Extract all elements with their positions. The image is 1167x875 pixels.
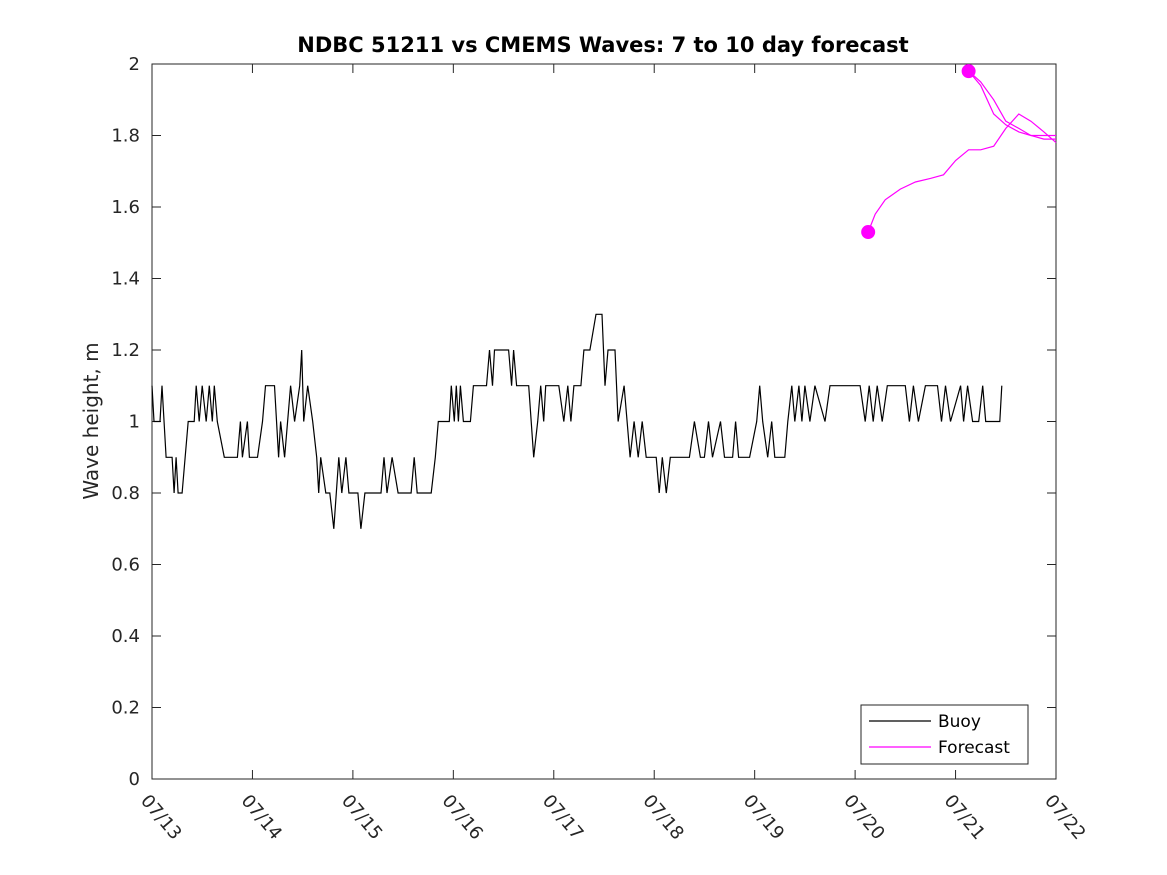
plot-frame <box>151 63 1057 780</box>
y-tick-label: 0.4 <box>111 626 140 647</box>
x-tick-label: 07/19 <box>739 791 788 844</box>
forecast-start-marker <box>861 225 876 240</box>
y-tick-label: 2 <box>129 54 140 75</box>
legend-label-buoy: Buoy <box>938 712 981 732</box>
y-tick-label: 1.2 <box>111 340 140 361</box>
x-tick-label: 07/22 <box>1040 791 1089 844</box>
x-tick-label: 07/17 <box>538 791 587 844</box>
y-tick-label: 0.8 <box>111 483 140 504</box>
y-tick-label: 0 <box>129 769 140 790</box>
chart-title: NDBC 51211 vs CMEMS Waves: 7 to 10 day f… <box>297 33 908 57</box>
x-tick-label: 07/18 <box>638 791 687 844</box>
series-line-forecast <box>867 113 1057 233</box>
y-tick-label: 1.4 <box>111 269 140 290</box>
x-tick-label: 07/16 <box>438 791 487 844</box>
plot-area: 0 0.2 0.4 0.6 0.8 1 1.2 1.4 1.6 1.8 2 07/13 07/14 07/… <box>111 54 1089 844</box>
y-tick-label: 1.6 <box>111 197 140 218</box>
x-tick-label: 07/14 <box>237 791 286 844</box>
x-tick-label: 07/20 <box>839 791 888 844</box>
x-tick-label: 07/15 <box>337 791 386 844</box>
y-axis-label: Wave height, m <box>79 342 103 499</box>
legend-label-forecast: Forecast <box>938 738 1010 758</box>
forecast-start-marker <box>961 64 976 79</box>
x-tick-label: 07/13 <box>136 791 185 844</box>
y-tick-label: 1.8 <box>111 126 140 147</box>
legend: Buoy Forecast <box>860 704 1029 765</box>
series-line-forecast <box>968 70 1056 140</box>
x-tick-label: 07/21 <box>940 791 989 844</box>
y-tick-label: 1 <box>129 412 140 433</box>
y-tick-label: 0.2 <box>111 698 140 719</box>
legend-box <box>860 704 1029 765</box>
series-line-buoy <box>151 313 1003 529</box>
series-line-forecast <box>968 70 1056 137</box>
y-tick-label: 0.6 <box>111 555 140 576</box>
